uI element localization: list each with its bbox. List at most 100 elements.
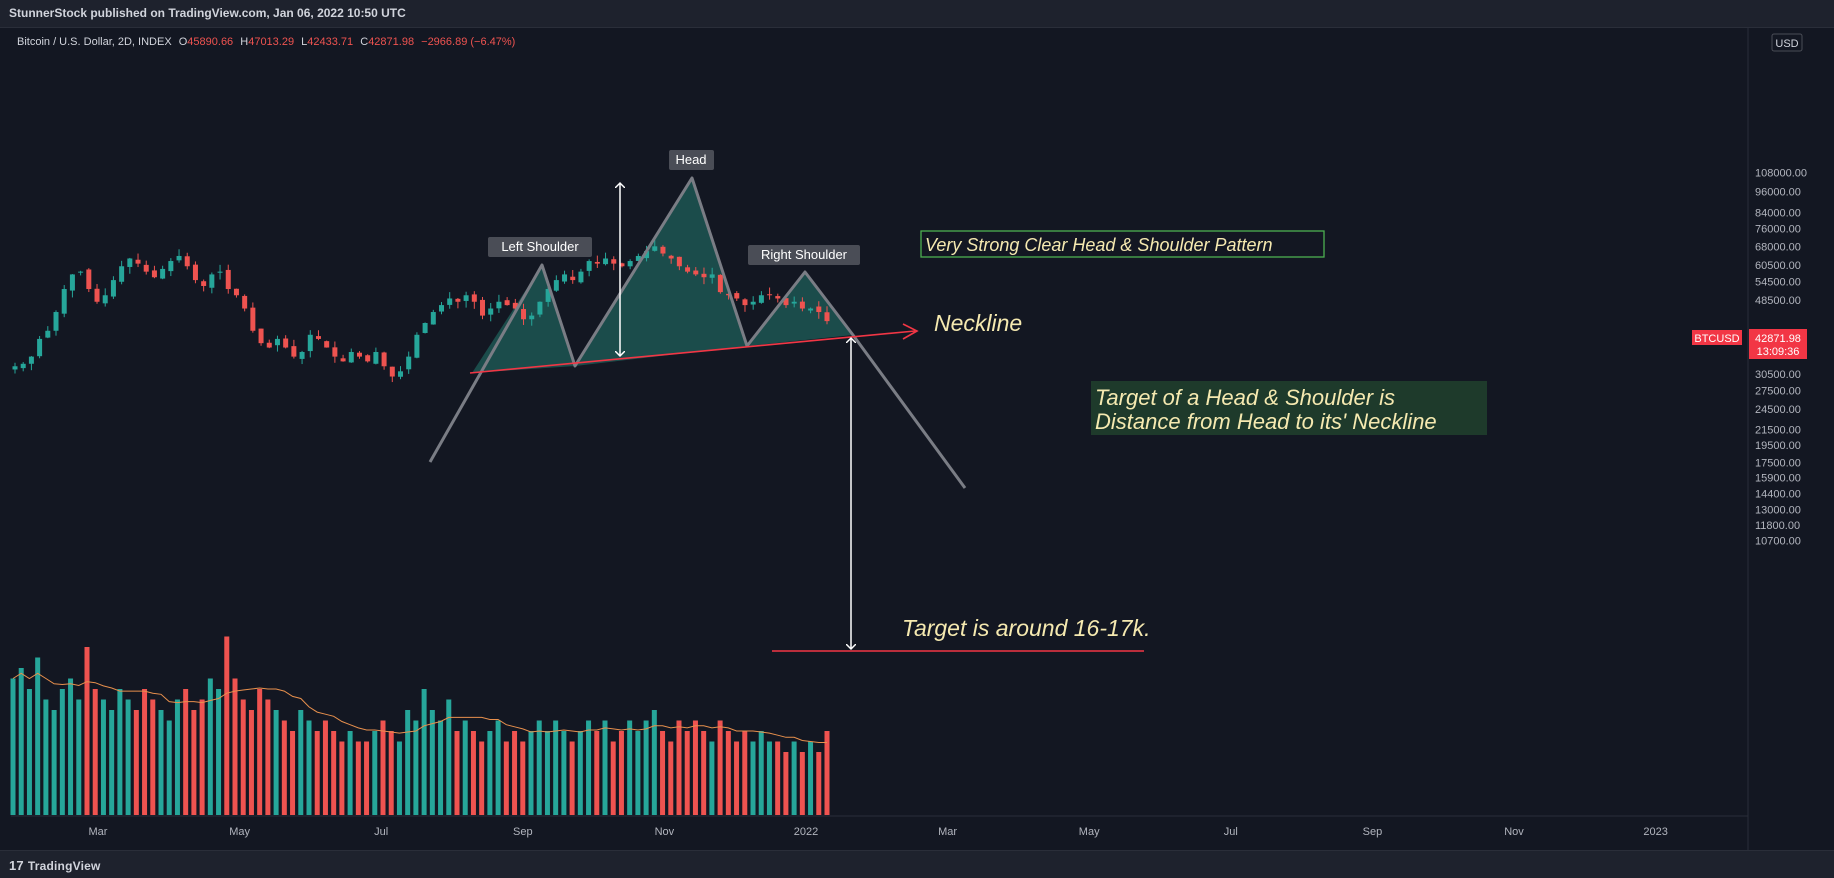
svg-text:Left Shoulder: Left Shoulder — [501, 239, 579, 254]
volume-bar — [232, 678, 238, 815]
volume-bar — [520, 741, 526, 815]
close-value: 42871.98 — [368, 36, 414, 48]
price-tick-label: 13000.00 — [1755, 505, 1801, 517]
volume-bar — [610, 741, 616, 815]
volume-bar — [438, 720, 444, 815]
open-value: 45890.66 — [187, 36, 233, 48]
volume-bar — [355, 741, 361, 815]
volume-bar — [717, 720, 723, 815]
candle-body — [750, 301, 756, 305]
volume-bar — [322, 720, 328, 815]
candle-body — [135, 259, 141, 264]
candle-body — [717, 274, 723, 293]
volume-bar — [405, 710, 411, 815]
footer-bar: 17 TradingView — [0, 850, 1834, 878]
publish-bar: StunnerStock published on TradingView.co… — [0, 0, 1834, 28]
candle-body — [217, 271, 223, 273]
high-value: 47013.29 — [248, 36, 294, 48]
candle-body — [783, 298, 789, 306]
volume-bar — [76, 699, 82, 815]
neckline-line — [469, 330, 916, 374]
candle-body — [258, 328, 264, 344]
candle-body — [209, 274, 215, 288]
left-shoulder-label[interactable]: Left Shoulder — [488, 237, 592, 257]
volume-bar — [216, 689, 222, 815]
volume-bar — [331, 731, 337, 815]
volume-bar — [701, 731, 707, 815]
candle-body — [701, 273, 707, 278]
candle-body — [799, 301, 805, 309]
volume-bar — [635, 731, 641, 815]
time-tick-label: Nov — [1504, 826, 1524, 838]
right-shoulder-fill — [747, 272, 853, 346]
candle-body — [553, 280, 559, 291]
volume-bar — [364, 741, 370, 815]
price-tick-label: 14400.00 — [1755, 488, 1801, 500]
candle-body — [660, 246, 666, 254]
candle-body — [455, 298, 461, 302]
volume-bar — [240, 699, 246, 815]
volume-bar — [799, 752, 805, 815]
price-tick-label: 108000.00 — [1755, 168, 1807, 180]
volume-bar — [676, 720, 682, 815]
price-tick-label: 17500.00 — [1755, 457, 1801, 469]
time-tick-label: 2023 — [1643, 826, 1667, 838]
volume-bar — [742, 731, 748, 815]
target-explanation[interactable]: Target of a Head & Shoulder is Distance … — [1091, 381, 1487, 435]
candle-body — [512, 302, 518, 309]
volume-bar — [372, 731, 378, 815]
volume-bar — [290, 731, 296, 815]
candle-body — [94, 288, 100, 302]
volume-bar — [26, 689, 32, 815]
candle-body — [307, 334, 313, 352]
candle-body — [644, 251, 650, 259]
price-axis[interactable]: 108000.00 96000.00 84000.00 76000.00 68000.0… — [1755, 168, 1807, 548]
candle-body — [250, 307, 256, 331]
volume-bar — [503, 741, 509, 815]
volume-bar — [35, 657, 41, 815]
volume-bar — [660, 731, 666, 815]
candle-body — [537, 301, 543, 315]
volume-bar — [668, 741, 674, 815]
candle-body — [709, 274, 715, 278]
volume-bar — [59, 689, 65, 815]
candle-body — [12, 366, 18, 370]
price-tick-label: 19500.00 — [1755, 440, 1801, 452]
volume-bar — [816, 752, 822, 815]
candle-body — [397, 371, 403, 377]
time-axis[interactable]: Mar May Jul Sep Nov 2022 Mar May Jul Sep Nov 2023 — [89, 826, 1668, 838]
price-tick-label: 21500.00 — [1755, 425, 1801, 437]
tv-logo-icon: 17 — [9, 858, 24, 873]
volume-bar — [18, 668, 24, 815]
volume-bar — [651, 710, 657, 815]
volume-bar — [142, 689, 148, 815]
candle-body — [373, 352, 379, 364]
tradingview-logo[interactable]: 17 TradingView — [9, 858, 101, 873]
candle-body — [86, 269, 92, 290]
price-chart[interactable]: Bitcoin / U.S. Dollar, 2D, INDEX O45890.… — [0, 28, 1834, 850]
svg-text:Right Shoulder: Right Shoulder — [761, 247, 848, 262]
price-tick-label: 76000.00 — [1755, 224, 1801, 236]
candle-body — [824, 312, 830, 322]
candle-body — [119, 266, 125, 282]
volume-bar — [68, 678, 74, 815]
legend-header: Bitcoin / U.S. Dollar, 2D, INDEX O45890.… — [17, 36, 515, 48]
pattern-callout[interactable]: Very Strong Clear Head & Shoulder Patter… — [920, 230, 1325, 258]
head-label[interactable]: Head — [669, 150, 714, 170]
volume-bar — [174, 699, 180, 815]
candle-body — [685, 267, 691, 272]
price-tick-label: 11800.00 — [1755, 520, 1800, 532]
candle-body — [184, 256, 190, 267]
currency-badge[interactable]: USD — [1771, 33, 1803, 52]
candle-body — [734, 293, 740, 299]
candle-body — [422, 323, 428, 333]
last-price-badge: 42871.98 13:09:36 — [1749, 329, 1807, 359]
right-shoulder-label[interactable]: Right Shoulder — [748, 245, 860, 265]
candle-body — [381, 352, 387, 367]
candle-body — [332, 347, 338, 357]
volume-bar — [709, 741, 715, 815]
volume-bar — [396, 741, 402, 815]
candle-body — [521, 309, 527, 320]
volume-bar — [684, 731, 690, 815]
candle-body — [151, 270, 157, 278]
